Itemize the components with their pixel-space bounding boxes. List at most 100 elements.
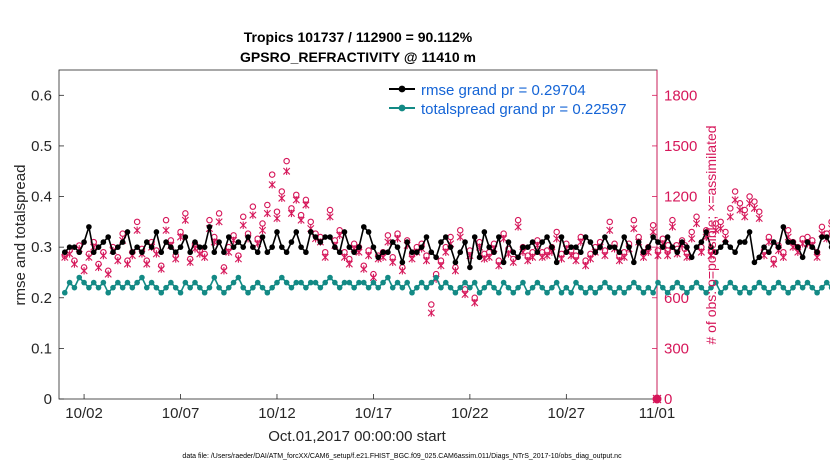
possible-point	[350, 240, 358, 248]
possible-point	[104, 267, 112, 275]
possible-point	[601, 247, 609, 254]
rmse-point	[399, 259, 406, 266]
rmse-point	[298, 244, 304, 250]
rmse-point	[192, 239, 198, 245]
totalspread-point	[616, 284, 623, 291]
rmse-point	[775, 244, 782, 250]
totalspread-point	[578, 284, 584, 291]
totalspread-point	[129, 284, 136, 291]
rmse-point	[587, 239, 594, 245]
totalspread-point	[717, 289, 724, 296]
rmse-point	[370, 244, 377, 250]
possible-point	[669, 216, 676, 224]
rmse-point	[447, 244, 454, 250]
totalspread-point	[471, 279, 478, 286]
possible-point	[630, 216, 638, 224]
rmse-point	[770, 239, 777, 245]
totalspread-point	[370, 279, 377, 286]
rmse-point	[799, 254, 806, 261]
totalspread-point	[245, 289, 251, 296]
possible-point	[722, 228, 729, 236]
rmse-point	[197, 244, 203, 250]
possible-point	[688, 228, 695, 236]
rmse-point	[283, 249, 290, 256]
rmse-point	[621, 234, 628, 240]
totalspread-point	[553, 279, 560, 286]
rmse-point	[746, 229, 753, 235]
assimilated-point	[162, 226, 170, 234]
possible-point	[784, 227, 792, 234]
assimilated-point	[268, 181, 276, 189]
rmse-point	[795, 244, 801, 250]
rmse-point	[510, 249, 517, 256]
totalspread-point	[399, 284, 406, 291]
totalspread-point	[563, 284, 570, 291]
totalspread-point	[640, 289, 647, 296]
rmse-point	[182, 234, 189, 240]
totalspread-point	[722, 284, 729, 291]
rmse-point	[592, 249, 599, 256]
rmse-point	[756, 254, 763, 261]
rmse-point	[433, 254, 439, 261]
assimilated-point	[427, 309, 435, 317]
totalspread-point	[756, 279, 763, 286]
rmse-point	[254, 249, 261, 256]
rmse-point	[404, 239, 410, 245]
totalspread-point	[688, 284, 695, 291]
totalspread-point	[119, 284, 126, 291]
totalspread-point	[650, 289, 656, 296]
y-right-tick-label: 600	[664, 290, 689, 307]
possible-point	[572, 252, 580, 259]
totalspread-point	[279, 274, 285, 281]
totalspread-point	[669, 284, 676, 291]
rmse-point	[380, 249, 386, 256]
totalspread-point	[510, 289, 517, 296]
rmse-point	[606, 244, 613, 250]
rmse-point	[655, 239, 661, 245]
totalspread-point	[804, 279, 811, 286]
rmse-point	[688, 254, 695, 261]
possible-point	[664, 247, 671, 254]
totalspread-point	[216, 284, 222, 291]
totalspread-series	[61, 274, 830, 296]
rmse-point	[438, 239, 444, 245]
totalspread-point	[274, 279, 280, 286]
totalspread-point	[95, 284, 102, 291]
rmse-point	[631, 259, 637, 266]
rmse-point	[86, 224, 92, 230]
totalspread-point	[148, 279, 155, 286]
rmse-point	[539, 239, 546, 245]
rmse-point	[81, 239, 87, 245]
rmse-point	[741, 239, 748, 245]
possible-point	[370, 270, 377, 278]
rmse-point	[708, 244, 714, 250]
rmse-point	[414, 249, 420, 256]
totalspread-point	[491, 284, 497, 291]
totalspread-point	[746, 289, 753, 296]
rmse-point	[250, 244, 256, 250]
totalspread-point	[438, 284, 444, 291]
totalspread-point	[356, 279, 362, 286]
y-left-tick-label: 0.4	[31, 189, 52, 206]
totalspread-point	[515, 284, 521, 291]
totalspread-point	[785, 289, 791, 296]
rmse-point	[71, 244, 78, 250]
rmse-point	[505, 239, 512, 245]
rmse-point	[659, 244, 666, 250]
rmse-point	[336, 249, 343, 256]
totalspread-point	[288, 284, 295, 291]
rmse-point	[66, 244, 73, 250]
totalspread-point	[197, 284, 203, 291]
totalspread-point	[351, 284, 357, 291]
rmse-point	[669, 244, 676, 250]
totalspread-point	[322, 279, 329, 286]
totalspread-point	[394, 279, 401, 286]
assimilated-point	[736, 206, 744, 214]
rmse-point	[100, 239, 107, 245]
totalspread-point	[462, 279, 468, 286]
possible-point	[741, 206, 749, 214]
totalspread-point	[433, 274, 439, 281]
rmse-series	[61, 224, 830, 271]
plot-area	[58, 69, 658, 400]
assimilated-point	[692, 219, 701, 228]
